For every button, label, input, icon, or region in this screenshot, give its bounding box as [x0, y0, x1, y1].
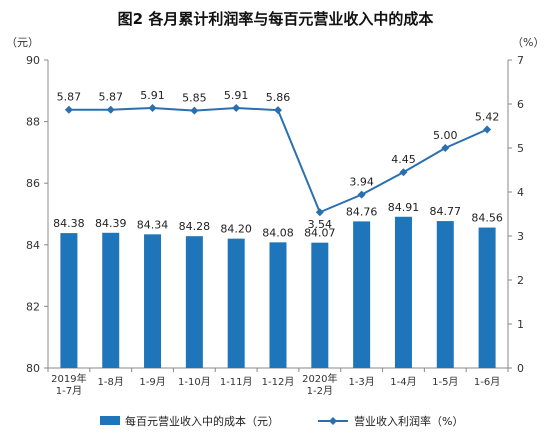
- chart-title: 图2 各月累计利润率与每百元营业收入中的成本: [117, 10, 434, 28]
- x-tick-label: 1-11月: [220, 376, 253, 388]
- bar: [185, 236, 203, 368]
- line-value-label: 5.87: [57, 91, 82, 104]
- bar: [269, 242, 287, 368]
- bar-value-label: 84.91: [388, 201, 420, 214]
- bar: [60, 233, 78, 368]
- bar-value-label: 84.34: [137, 218, 169, 231]
- left-tick-label: 82: [26, 300, 40, 313]
- line-point: [190, 106, 199, 115]
- left-tick-label: 88: [26, 116, 40, 129]
- bar-value-label: 84.38: [53, 217, 85, 230]
- legend-bar-swatch: [100, 416, 120, 425]
- line-value-label: 3.54: [308, 218, 333, 231]
- line-point: [441, 144, 450, 152]
- left-tick-label: 84: [26, 239, 40, 252]
- bar: [478, 227, 496, 368]
- bar: [436, 221, 454, 368]
- legend-line-label: 营业收入利润率（%）: [354, 414, 463, 428]
- line-point: [232, 103, 241, 112]
- line-value-label: 5.86: [266, 91, 291, 104]
- x-tick-label: 1-10月: [178, 376, 211, 388]
- bar-value-label: 84.77: [430, 205, 462, 218]
- legend-bar-label: 每百元营业收入中的成本（元）: [125, 414, 279, 428]
- line-value-label: 5.85: [182, 92, 207, 105]
- line-point: [274, 106, 282, 115]
- line-value-label: 5.00: [433, 129, 458, 142]
- bar: [353, 221, 371, 368]
- x-tick-label: 1-12月: [262, 376, 295, 388]
- bar-value-label: 84.20: [220, 223, 252, 236]
- bar-value-label: 84.39: [95, 217, 127, 230]
- bar-value-label: 84.07: [304, 227, 336, 240]
- bar-value-label: 84.76: [346, 205, 378, 218]
- x-tick-label: 1-8月: [98, 376, 124, 388]
- left-tick-label: 80: [26, 362, 40, 375]
- right-tick-label: 5: [517, 142, 524, 155]
- line-point: [399, 168, 408, 177]
- right-tick-label: 0: [517, 362, 524, 375]
- bar: [394, 216, 412, 368]
- bar-value-label: 84.08: [262, 226, 294, 239]
- left-axis-unit: （元）: [6, 36, 39, 49]
- x-tick-label: 2019年: [51, 372, 86, 385]
- x-tick-label: 1-5月: [432, 376, 458, 388]
- bar: [311, 242, 329, 368]
- line-value-label: 5.91: [140, 89, 165, 102]
- x-tick-label: 1-7月: [56, 385, 82, 397]
- x-tick-label: 2020年: [302, 372, 337, 385]
- line-point: [148, 103, 157, 112]
- line-value-label: 5.87: [98, 91, 123, 104]
- legend-line-marker: [329, 417, 337, 425]
- right-tick-label: 2: [517, 274, 524, 287]
- line-point: [64, 105, 73, 114]
- bar-value-label: 84.28: [179, 220, 211, 233]
- right-axis-unit: （%）: [512, 36, 544, 49]
- x-tick-label: 1-9月: [139, 376, 165, 388]
- left-tick-label: 90: [26, 54, 40, 67]
- bar: [227, 238, 245, 368]
- bar-value-label: 84.56: [471, 212, 503, 225]
- line-point: [106, 105, 115, 114]
- line-point: [315, 208, 324, 217]
- line-series-path: [68, 106, 488, 214]
- x-tick-label: 1-4月: [390, 376, 416, 388]
- line-value-label: 5.91: [224, 89, 249, 102]
- line-value-label: 4.45: [391, 153, 416, 166]
- line-value-label: 3.94: [349, 176, 374, 189]
- left-tick-label: 86: [26, 177, 40, 190]
- line-value-label: 5.42: [475, 111, 500, 124]
- x-tick-label: 1-2月: [307, 385, 333, 397]
- right-tick-label: 1: [517, 318, 524, 331]
- x-tick-label: 1-6月: [474, 376, 500, 388]
- right-tick-label: 4: [517, 186, 524, 199]
- bar: [102, 232, 120, 368]
- right-tick-label: 6: [517, 98, 524, 111]
- right-tick-label: 3: [517, 230, 524, 243]
- bar: [144, 234, 162, 368]
- line-point: [483, 125, 492, 134]
- x-tick-label: 1-3月: [348, 376, 374, 388]
- line-point: [357, 190, 366, 199]
- right-tick-label: 7: [517, 54, 524, 67]
